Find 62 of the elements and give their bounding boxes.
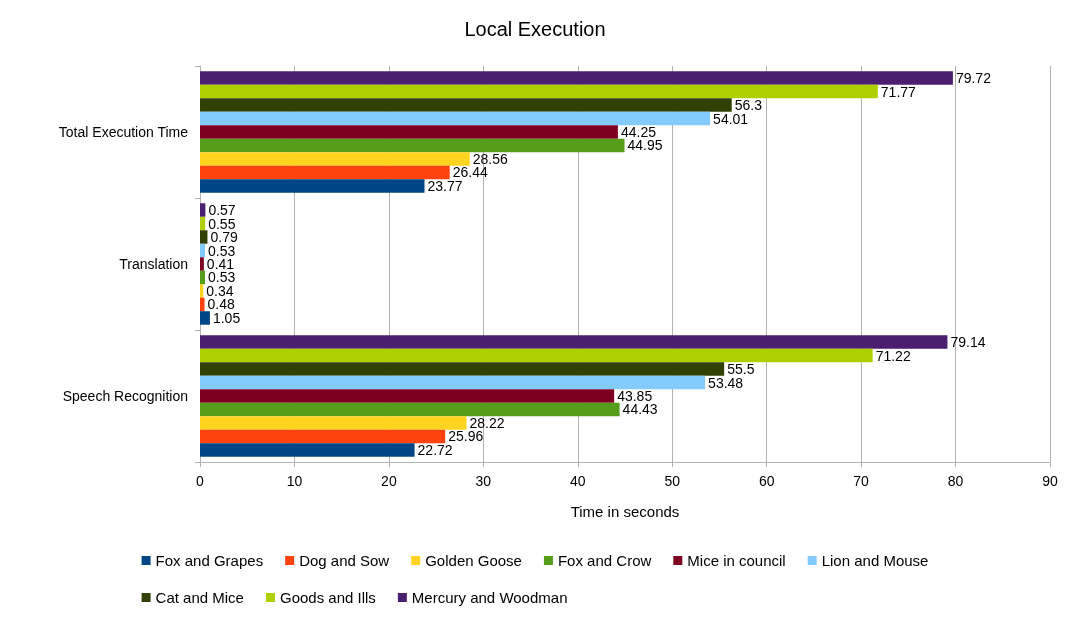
legend-label: Cat and Mice <box>155 589 244 606</box>
bar <box>200 165 450 180</box>
bar <box>200 402 620 417</box>
bar <box>200 443 415 457</box>
bar <box>200 179 425 193</box>
data-label: 28.56 <box>472 150 508 167</box>
x-tick-label: 40 <box>569 473 586 489</box>
legend-label: Fox and Grapes <box>155 552 264 569</box>
data-label: 0.41 <box>206 256 235 272</box>
bar <box>200 125 618 139</box>
bar <box>200 429 446 444</box>
bar <box>200 389 615 403</box>
data-label: 44.25 <box>620 124 657 140</box>
y-tick-label: Total Execution Time <box>58 124 189 140</box>
data-label: 44.95 <box>627 137 663 154</box>
bar <box>200 348 873 363</box>
bar <box>200 335 948 349</box>
x-tick-label: 70 <box>853 473 870 489</box>
bar <box>200 284 204 298</box>
x-tick-label: 0 <box>196 473 205 489</box>
x-tick-label: 80 <box>947 473 964 489</box>
bar <box>200 362 725 376</box>
bar <box>200 111 711 126</box>
data-label: 71.77 <box>880 83 917 100</box>
bar <box>200 203 206 217</box>
legend-label: Golden Goose <box>425 552 522 569</box>
bar <box>200 216 206 231</box>
bar <box>200 230 208 244</box>
x-tick-label: 60 <box>758 473 775 489</box>
legend-label: Mice in council <box>687 552 786 569</box>
bar <box>200 98 732 112</box>
bar <box>200 375 706 390</box>
bar <box>200 311 210 325</box>
x-tick-label: 30 <box>475 473 492 489</box>
bar <box>200 138 625 153</box>
bar <box>200 152 470 166</box>
bar <box>200 84 878 99</box>
bar <box>200 71 953 85</box>
data-label: 28.22 <box>469 414 505 431</box>
y-tick-label: Translation <box>119 256 188 272</box>
bar <box>200 257 204 271</box>
x-tick-label: 90 <box>1042 473 1058 489</box>
legend-label: Fox and Crow <box>557 552 652 569</box>
x-axis-title: Time in seconds <box>570 503 680 520</box>
data-label: 44.43 <box>622 401 658 418</box>
x-tick-label: 20 <box>381 473 397 489</box>
y-tick-label: Speech Recognition <box>62 388 188 404</box>
legend-label: Mercury and Woodman <box>411 589 568 606</box>
chart-title: Local Execution <box>464 18 606 40</box>
data-label: 79.14 <box>950 334 986 351</box>
bar <box>200 416 467 430</box>
legend-label: Goods and Ills <box>279 589 376 606</box>
bar <box>200 270 206 285</box>
data-label: 43.85 <box>617 388 653 404</box>
data-label: 71.22 <box>875 347 911 364</box>
bar <box>200 297 205 312</box>
x-tick-label: 50 <box>664 473 681 489</box>
legend-label: Lion and Mouse <box>821 552 929 569</box>
x-tick-label: 10 <box>286 473 303 489</box>
bar <box>200 243 206 258</box>
legend-label: Dog and Sow <box>299 552 390 569</box>
data-label: 79.72 <box>955 70 992 87</box>
